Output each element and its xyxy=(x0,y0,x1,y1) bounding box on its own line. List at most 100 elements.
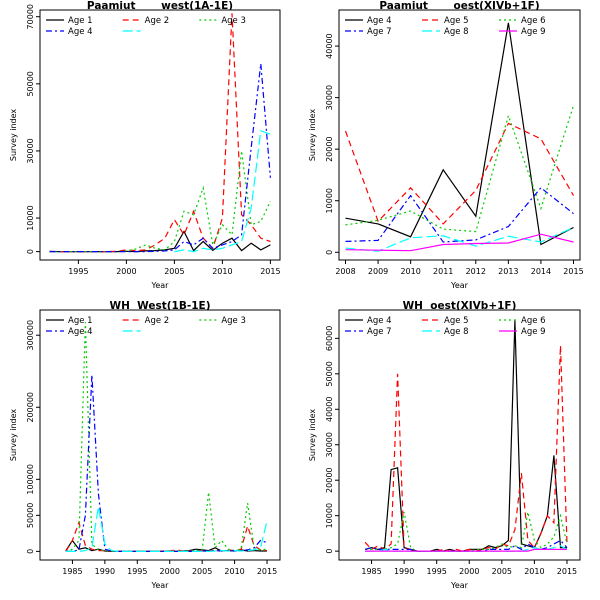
x-tick-label: 2005 xyxy=(492,567,512,576)
y-tick-label: 20000 xyxy=(325,467,334,492)
y-tick-label: 40000 xyxy=(325,33,334,58)
y-tick-label: 0 xyxy=(325,250,334,255)
legend-label: Age 3 xyxy=(221,16,246,26)
legend-label: Age 6 xyxy=(521,316,546,326)
y-tick-label: 50000 xyxy=(325,361,334,386)
series-line-6 xyxy=(345,233,574,252)
chart-panel-paamiut-oest: Paamiut oest(XIVb+1F) Year Survey index … xyxy=(308,0,584,290)
x-tick-label: 2010 xyxy=(212,267,232,276)
series-line-5 xyxy=(345,226,574,252)
legend-label: Age 8 xyxy=(444,327,469,337)
legend-label: Age 4 xyxy=(367,316,392,326)
chart-title: Paamiut west(1A-1E) xyxy=(87,0,233,12)
x-axis-label: Year xyxy=(151,281,170,290)
legend-label: Age 4 xyxy=(367,16,392,26)
series-line-4 xyxy=(49,63,271,253)
y-tick-label: 300000 xyxy=(26,320,35,351)
legend-label: Age 8 xyxy=(444,27,469,37)
series-line-2 xyxy=(364,345,568,552)
x-tick-label: 1985 xyxy=(361,567,381,576)
x-tick-label: 2015 xyxy=(260,267,280,276)
x-tick-label: 2015 xyxy=(257,567,277,576)
series-line-2 xyxy=(65,520,268,553)
legend-label: Age 1 xyxy=(68,16,93,26)
y-tick-label: 40000 xyxy=(325,397,334,422)
legend-label: Age 9 xyxy=(521,27,546,37)
chart-panel-wh-west: WH West(1B-1E) Year Survey index 1985 199… xyxy=(9,300,281,590)
x-tick-label: 2010 xyxy=(524,567,544,576)
x-axis-label: Year xyxy=(450,581,469,590)
y-axis-label: Survey index xyxy=(308,409,317,462)
plot-frame xyxy=(39,9,281,261)
y-tick-label: 30000 xyxy=(325,85,334,110)
x-tick-label: 2010 xyxy=(224,567,244,576)
series-line-6 xyxy=(365,548,567,552)
legend-label: Age 5 xyxy=(444,316,469,326)
series-line-5 xyxy=(65,506,268,553)
x-axis-label: Year xyxy=(450,281,469,290)
y-tick-label: 10000 xyxy=(325,188,334,213)
y-axis-label: Survey index xyxy=(9,109,18,162)
chart-panel-paamiut-west: Paamiut west(1A-1E) Year Survey index 19… xyxy=(9,0,281,290)
series-line-3 xyxy=(345,105,575,233)
x-tick-label: 2009 xyxy=(368,267,388,276)
x-tick-label: 1995 xyxy=(427,567,447,576)
x-tick-label: 2000 xyxy=(160,567,180,576)
chart-panel-wh-oest: WH oest(XIVb+1F) Year Survey index 1985 1… xyxy=(308,300,581,590)
y-tick-label: 50000 xyxy=(26,71,35,96)
x-tick-label: 1995 xyxy=(127,567,147,576)
y-tick-label: 0 xyxy=(26,549,35,554)
x-tick-label: 2010 xyxy=(400,267,420,276)
x-tick-label: 1995 xyxy=(68,267,88,276)
y-tick-label: 20000 xyxy=(325,136,334,161)
series-line-5 xyxy=(174,129,271,253)
series-line-2 xyxy=(344,122,575,225)
chart-title: WH oest(XIVb+1F) xyxy=(403,300,517,312)
y-tick-label: 60000 xyxy=(325,326,334,351)
legend-label: Age 4 xyxy=(68,327,93,337)
legend-label: Age 7 xyxy=(367,27,392,37)
legend-label: Age 4 xyxy=(68,27,93,37)
series-line-2 xyxy=(49,13,271,253)
y-tick-label: 30000 xyxy=(26,138,35,163)
x-tick-label: 2005 xyxy=(164,267,184,276)
x-tick-label: 2011 xyxy=(433,267,453,276)
x-tick-label: 2008 xyxy=(335,267,355,276)
series-line-1 xyxy=(345,22,574,246)
y-tick-label: 50000 xyxy=(26,503,35,528)
chart-title: Paamiut oest(XIVb+1F) xyxy=(379,0,539,12)
series-line-3 xyxy=(65,322,268,553)
legend-label: Age 2 xyxy=(145,16,170,26)
x-axis-label: Year xyxy=(151,581,170,590)
x-tick-label: 2015 xyxy=(563,267,583,276)
x-tick-label: 2012 xyxy=(466,267,486,276)
y-tick-label: 10000 xyxy=(26,205,35,230)
x-tick-label: 2013 xyxy=(498,267,518,276)
y-axis-label: Survey index xyxy=(9,409,18,462)
plot-frame xyxy=(39,309,281,561)
plot-frame xyxy=(338,9,581,261)
x-tick-label: 1985 xyxy=(62,567,82,576)
legend-label: Age 2 xyxy=(145,316,170,326)
x-tick-label: 2014 xyxy=(531,267,551,276)
series-line-3 xyxy=(49,150,271,253)
chart-title: WH West(1B-1E) xyxy=(109,300,210,312)
series-line-4 xyxy=(345,186,574,243)
x-tick-label: 2015 xyxy=(557,567,577,576)
legend-label: Age 7 xyxy=(367,327,392,337)
legend-label: Age 9 xyxy=(521,327,546,337)
y-tick-label: 0 xyxy=(325,549,334,554)
x-tick-label: 1990 xyxy=(394,567,414,576)
y-tick-label: 100000 xyxy=(26,464,35,495)
x-tick-label: 2000 xyxy=(459,567,479,576)
y-tick-label: 200000 xyxy=(26,392,35,423)
series-line-3 xyxy=(365,511,568,552)
x-tick-label: 2000 xyxy=(116,267,136,276)
legend-label: Age 3 xyxy=(221,316,246,326)
x-tick-label: 2005 xyxy=(192,567,212,576)
y-tick-label: 70000 xyxy=(26,4,35,29)
legend-label: Age 6 xyxy=(521,16,546,26)
y-axis-label: Survey index xyxy=(308,109,317,162)
x-tick-label: 1990 xyxy=(95,567,115,576)
